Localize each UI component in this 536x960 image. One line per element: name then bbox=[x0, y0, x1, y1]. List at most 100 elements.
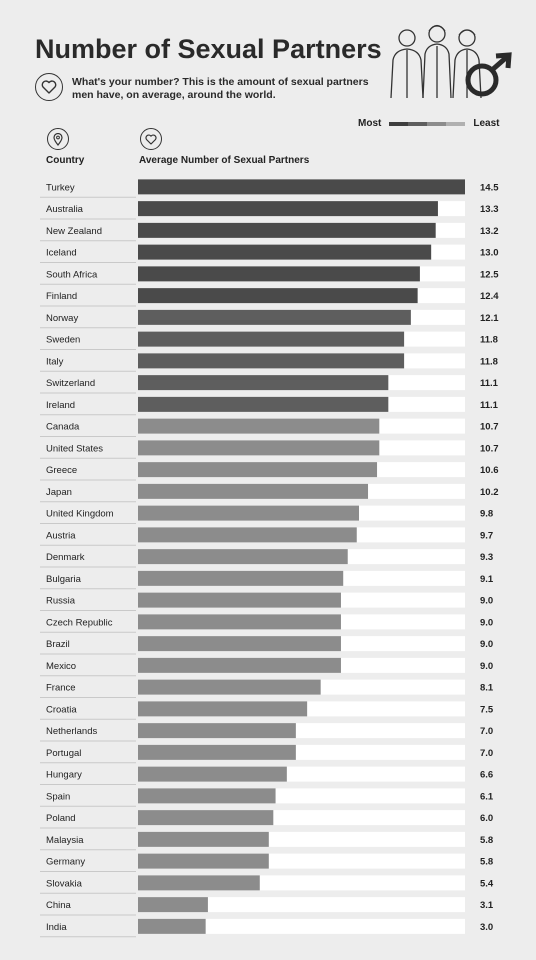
country-column-header: Country bbox=[46, 155, 85, 166]
bar bbox=[138, 462, 378, 478]
category-label: Netherlands bbox=[46, 726, 97, 737]
category-label: Hungary bbox=[46, 770, 82, 781]
bar bbox=[138, 288, 418, 304]
category-label: Turkey bbox=[46, 182, 75, 193]
category-label: South Africa bbox=[46, 269, 98, 280]
bar-track bbox=[138, 918, 465, 934]
value-label: 11.1 bbox=[480, 378, 499, 389]
bar bbox=[138, 766, 287, 782]
value-label: 10.7 bbox=[480, 422, 499, 433]
value-label: 11.1 bbox=[480, 400, 499, 411]
value-label: 9.7 bbox=[480, 530, 493, 541]
value-label: 8.1 bbox=[480, 683, 494, 694]
bar bbox=[138, 657, 341, 673]
bar bbox=[138, 614, 341, 630]
category-label: Switzerland bbox=[46, 378, 95, 389]
category-label: Australia bbox=[46, 204, 84, 215]
bar bbox=[138, 179, 465, 195]
bar bbox=[138, 244, 432, 260]
category-label: Norway bbox=[46, 313, 78, 324]
category-label: United States bbox=[46, 443, 103, 454]
category-label: Austria bbox=[46, 530, 76, 541]
legend-swatch-dark bbox=[389, 121, 409, 126]
bar bbox=[138, 831, 269, 847]
legend-swatches bbox=[389, 121, 466, 126]
value-label: 10.6 bbox=[480, 465, 499, 476]
bar bbox=[138, 331, 405, 347]
value-label: 5.8 bbox=[480, 857, 493, 868]
category-label: Croatia bbox=[46, 704, 77, 715]
value-label: 10.7 bbox=[480, 443, 499, 454]
category-label: Germany bbox=[46, 857, 85, 868]
bar bbox=[138, 527, 357, 543]
bar bbox=[138, 353, 405, 369]
category-label: United Kingdom bbox=[46, 509, 114, 520]
bar bbox=[138, 853, 269, 869]
value-label: 12.1 bbox=[480, 313, 499, 324]
value-label: 11.8 bbox=[480, 335, 498, 346]
bar bbox=[138, 744, 296, 760]
value-label: 9.0 bbox=[480, 596, 493, 607]
value-label: 9.0 bbox=[480, 617, 493, 628]
value-label: 5.4 bbox=[480, 878, 494, 889]
category-label: Poland bbox=[46, 813, 76, 824]
heart-icon bbox=[140, 128, 162, 150]
legend-swatch-medium bbox=[408, 121, 428, 126]
value-label: 10.2 bbox=[480, 487, 499, 498]
value-label: 13.0 bbox=[480, 248, 499, 259]
legend-least-label: Least bbox=[473, 118, 500, 129]
category-label: Finland bbox=[46, 291, 77, 302]
value-label: 12.4 bbox=[480, 291, 499, 302]
bar bbox=[138, 897, 208, 913]
legend-swatch-light bbox=[427, 121, 447, 126]
value-label: 6.6 bbox=[480, 770, 493, 781]
category-label: Iceland bbox=[46, 248, 77, 259]
category-label: Ireland bbox=[46, 400, 75, 411]
value-label: 3.1 bbox=[480, 900, 494, 911]
bar bbox=[138, 505, 360, 521]
category-label: Portugal bbox=[46, 748, 81, 759]
bar bbox=[138, 592, 341, 608]
bar bbox=[138, 636, 341, 652]
category-label: India bbox=[46, 922, 67, 933]
value-label: 12.5 bbox=[480, 269, 499, 280]
bar bbox=[138, 810, 274, 826]
value-label: 5.8 bbox=[480, 835, 493, 846]
category-label: Spain bbox=[46, 791, 70, 802]
bar bbox=[138, 440, 380, 456]
category-label: Canada bbox=[46, 422, 80, 433]
value-label: 7.0 bbox=[480, 748, 493, 759]
value-label: 9.3 bbox=[480, 552, 493, 563]
bar bbox=[138, 396, 389, 412]
chart-title: Number of Sexual Partners bbox=[35, 34, 382, 64]
bar bbox=[138, 418, 380, 434]
category-label: Italy bbox=[46, 356, 64, 367]
bar-track bbox=[138, 897, 465, 913]
value-label: 7.5 bbox=[480, 704, 494, 715]
legend: Most Least bbox=[358, 118, 499, 129]
legend-most-label: Most bbox=[358, 118, 382, 129]
bar bbox=[138, 679, 321, 695]
value-label: 9.0 bbox=[480, 661, 493, 672]
value-label: 13.2 bbox=[480, 226, 499, 237]
value-label: 14.5 bbox=[480, 182, 499, 193]
bar bbox=[138, 309, 411, 325]
value-label: 13.3 bbox=[480, 204, 499, 215]
bar bbox=[138, 918, 206, 934]
category-label: Denmark bbox=[46, 552, 85, 563]
bar bbox=[138, 266, 420, 282]
bar bbox=[138, 788, 276, 804]
value-label: 6.0 bbox=[480, 813, 493, 824]
value-label: 3.0 bbox=[480, 922, 493, 933]
value-label: 6.1 bbox=[480, 791, 494, 802]
bar bbox=[138, 701, 308, 717]
bar bbox=[138, 222, 436, 238]
category-label: France bbox=[46, 683, 76, 694]
bar bbox=[138, 875, 260, 891]
category-label: Czech Republic bbox=[46, 617, 113, 628]
value-label: 11.8 bbox=[480, 356, 498, 367]
bar bbox=[138, 723, 296, 739]
average-column-header: Average Number of Sexual Partners bbox=[139, 155, 310, 166]
category-label: Greece bbox=[46, 465, 77, 476]
